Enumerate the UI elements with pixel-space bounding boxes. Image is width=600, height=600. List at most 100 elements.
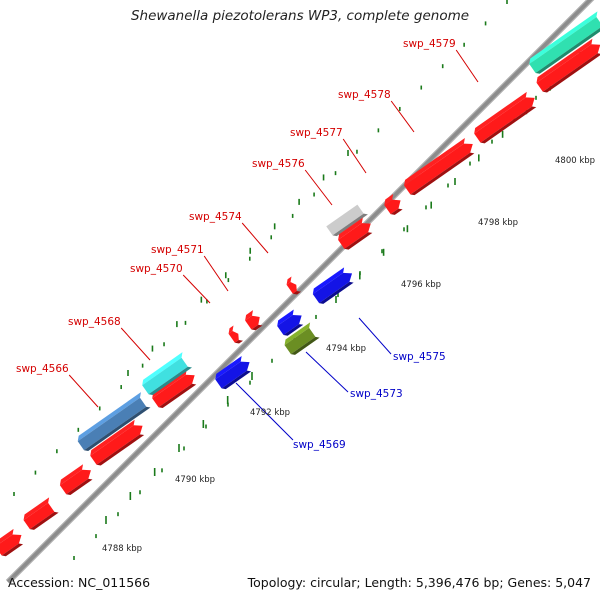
leader-line [120, 327, 151, 361]
gene-bottom-face [344, 232, 373, 250]
gene-bottom-face [410, 152, 475, 196]
gene-bottom-face [332, 213, 368, 237]
gene-body [77, 397, 147, 451]
gene-body [277, 315, 302, 335]
gene-top-face [142, 352, 183, 386]
gene-label: swp_4568 [68, 316, 121, 328]
leader-line [305, 351, 349, 393]
gene-label: swp_4579 [403, 38, 456, 50]
gene-bottom-face [480, 106, 537, 144]
gene-top-face [228, 325, 234, 334]
gene-arrow [286, 276, 301, 295]
gene-top-face [338, 217, 363, 240]
gene-body [90, 425, 143, 465]
gene-bottom-face [234, 340, 243, 344]
gene-label: swp_4569 [293, 439, 346, 451]
gene-bottom-face [148, 366, 192, 396]
gene-arrow [326, 199, 368, 237]
gene-arrow [277, 309, 304, 336]
gene-label: swp_4566 [16, 363, 69, 375]
gene-top-face [284, 322, 311, 346]
gene-label: swp_4577 [290, 127, 343, 139]
gene-top-face [326, 199, 359, 227]
leader-line [304, 169, 333, 206]
gene-top-face [536, 38, 593, 83]
gene-arrow [312, 267, 354, 304]
gene-label: swp_4570 [130, 263, 183, 275]
gene-body [59, 469, 91, 495]
gene-arrow [338, 217, 373, 250]
gene-body [404, 143, 473, 195]
kbp-labels: 4788 kbp 4790 kbp 4792 kbp 4794 kbp 4796 kbp… [102, 156, 595, 554]
kbp-label: 4800 kbp [555, 156, 595, 166]
gene-body [286, 282, 297, 294]
genome-backbone [5, 0, 595, 585]
gene-label: swp_4573 [350, 388, 403, 400]
gene-bottom-face [251, 324, 263, 331]
gene-label: swp_4575 [393, 351, 446, 363]
gene-bottom-face [535, 25, 600, 74]
gene-arrow [245, 310, 263, 331]
gene-body [245, 315, 260, 330]
leader-line [390, 100, 415, 133]
kbp-label: 4798 kbp [478, 218, 518, 228]
leader-line [358, 317, 392, 355]
gene-arrow [384, 194, 403, 215]
gene-bottom-face [390, 208, 403, 215]
kbp-tick-marks [13, 0, 581, 560]
gene-bottom-face [283, 324, 304, 336]
gene-body [228, 331, 239, 343]
gene-body [536, 44, 600, 92]
gene-bottom-face [1, 543, 24, 557]
gene-top-face [245, 310, 253, 321]
gene-bottom-face [29, 511, 59, 530]
gene-arrow [536, 38, 600, 93]
gene-top-face [59, 464, 84, 486]
gene-body [384, 199, 401, 215]
kbp-label: 4796 kbp [401, 280, 441, 290]
label-leader-lines [68, 49, 479, 441]
gene-labels: swp_4566 swp_4568 swp_4570 swp_4571 swp_4574… [16, 38, 456, 451]
leader-line [235, 382, 294, 441]
kbp-label: 4794 kbp [326, 344, 366, 354]
gene-arrow [77, 392, 151, 452]
gene-top-face [404, 137, 465, 186]
gene-body [0, 534, 22, 556]
gene-top-face [286, 276, 292, 285]
gene-arrow [215, 356, 252, 390]
leader-line [68, 374, 99, 408]
gene-arrows [0, 11, 600, 557]
gene-arrow [529, 11, 600, 74]
gene-body [152, 374, 195, 408]
gene-label: swp_4571 [151, 244, 204, 256]
gene-label: swp_4576 [252, 158, 305, 170]
gene-body [312, 272, 353, 304]
kbp-label: 4790 kbp [175, 475, 215, 485]
gene-top-face [90, 419, 135, 456]
gene-top-face [474, 91, 527, 134]
leader-line [342, 138, 367, 174]
gene-bottom-face [84, 406, 151, 452]
gene-arrow [142, 352, 192, 396]
gene-arrow [0, 528, 24, 557]
gene-bottom-face [66, 478, 93, 495]
kbp-label: 4792 kbp [250, 408, 290, 418]
genome-summary-text: Topology: circular; Length: 5,396,476 bp… [247, 575, 591, 590]
accession-text: Accession: NC_011566 [8, 575, 151, 590]
gene-body [338, 223, 371, 249]
gene-arrow [59, 464, 93, 495]
gene-body [474, 97, 535, 143]
gene-bottom-face [292, 291, 301, 295]
gene-body [326, 204, 364, 236]
gene-body [215, 361, 250, 389]
gene-top-face [77, 392, 141, 442]
leader-line [203, 255, 229, 292]
gene-top-face [215, 356, 242, 380]
gene-body [142, 357, 188, 395]
gene-bottom-face [158, 383, 197, 409]
backbone-line [6, 0, 593, 584]
leader-line [182, 274, 211, 304]
gene-arrow [474, 91, 537, 144]
gene-top-face [277, 309, 294, 326]
gene-body [529, 16, 600, 74]
